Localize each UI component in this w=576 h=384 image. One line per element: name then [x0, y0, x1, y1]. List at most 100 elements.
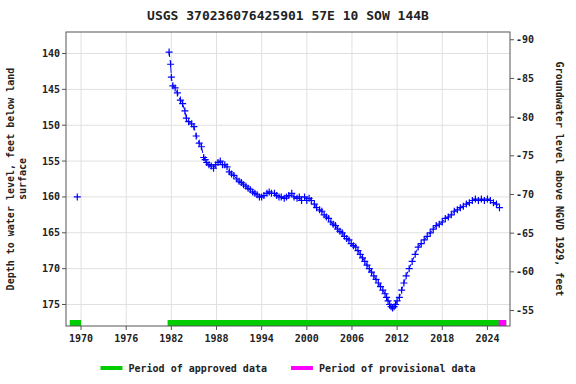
y2-axis-label: Groundwater level above NGVD 1929, feet	[554, 62, 565, 297]
legend-label: Period of provisional data	[319, 363, 476, 374]
data-point	[167, 61, 174, 68]
y2-tick	[510, 39, 514, 40]
y2-tick-label: -75	[516, 150, 534, 161]
x-tick	[306, 326, 307, 330]
grid-line-x	[351, 32, 352, 326]
x-tick-label: 2024	[475, 333, 499, 344]
x-tick-label: 1976	[114, 333, 138, 344]
y2-tick	[510, 310, 514, 311]
data-point	[190, 123, 197, 130]
data-point	[74, 193, 81, 200]
y-tick-label: 175	[42, 299, 60, 310]
data-point	[412, 251, 419, 258]
grid-line-x	[442, 32, 443, 326]
x-tick	[442, 326, 443, 330]
y-tick-label: 140	[42, 48, 60, 59]
y-tick-label: 160	[42, 191, 60, 202]
legend-item: Period of approved data	[100, 363, 266, 374]
x-tick	[487, 326, 488, 330]
y2-tick-label: -85	[516, 73, 534, 84]
y2-tick-label: -70	[516, 189, 534, 200]
background	[0, 0, 576, 384]
y2-tick	[510, 233, 514, 234]
data-point	[409, 258, 416, 265]
data-point	[174, 89, 181, 96]
title: USGS 370236076425901 57E 10 SOW 144B	[147, 8, 429, 23]
grid-line-x	[81, 32, 82, 326]
data-point	[398, 287, 405, 294]
grid-line-y	[66, 268, 510, 269]
y-tick-label: 170	[42, 263, 60, 274]
legend-swatch	[291, 366, 313, 370]
x-tick	[216, 326, 217, 330]
y2-tick	[510, 194, 514, 195]
y-tick	[62, 89, 66, 90]
data-point	[198, 143, 205, 150]
y-axis-label-line: Depth to water level, feet below land	[5, 68, 16, 291]
legend: Period of approved data Period of provisi…	[100, 363, 475, 374]
y-axis-label-line: surface	[17, 158, 28, 200]
y-tick-label: 145	[42, 84, 60, 95]
y-tick	[62, 232, 66, 233]
y-axis-label: Depth to water level, feet below landsur…	[5, 68, 28, 291]
legend-item: Period of provisional data	[291, 363, 476, 374]
y-tick	[62, 161, 66, 162]
data-point	[496, 204, 503, 211]
y2-tick-label: -90	[516, 34, 534, 45]
y2-tick-label: -80	[516, 112, 534, 123]
y2-tick	[510, 78, 514, 79]
y-tick-label: 155	[42, 156, 60, 167]
y2-tick-label: -60	[516, 266, 534, 277]
y2-tick	[510, 155, 514, 156]
x-tick-label: 1988	[204, 333, 228, 344]
data-point	[181, 107, 188, 114]
grid-line-y	[66, 304, 510, 305]
data-point	[179, 100, 186, 107]
y-tick	[62, 268, 66, 269]
data-point	[403, 272, 410, 279]
x-tick-label: 2018	[430, 333, 454, 344]
x-tick-label: 1982	[159, 333, 183, 344]
grid-line-y	[66, 125, 510, 126]
x-tick	[397, 326, 398, 330]
y-tick	[62, 304, 66, 305]
grid-line-y	[66, 161, 510, 162]
data-point	[193, 132, 200, 139]
y2-tick	[510, 117, 514, 118]
plot-frame	[66, 32, 510, 326]
chart: 1970197619821988199420002006201220182024…	[0, 0, 576, 384]
x-tick-label: 2000	[295, 333, 319, 344]
y2-tick	[510, 271, 514, 272]
data-point	[383, 294, 390, 301]
grid-line-y	[66, 53, 510, 54]
y-tick	[62, 125, 66, 126]
y-tick	[62, 53, 66, 54]
grid-line-x	[397, 32, 398, 326]
x-tick	[81, 326, 82, 330]
y-tick	[62, 196, 66, 197]
data-point	[392, 301, 399, 308]
grid-line-y	[66, 232, 510, 233]
legend-swatch	[100, 366, 122, 370]
period-bar	[168, 320, 507, 326]
plot-data	[70, 49, 506, 326]
x-tick	[261, 326, 262, 330]
data-point	[166, 49, 173, 56]
y2-tick-label: -55	[516, 305, 534, 316]
grid-line-x	[261, 32, 262, 326]
x-tick-label: 1970	[69, 333, 93, 344]
period-bar	[499, 320, 507, 326]
grid-line-x	[487, 32, 488, 326]
grid	[66, 32, 510, 326]
data-point	[382, 290, 389, 297]
period-bar	[70, 320, 81, 326]
grid-line-y	[66, 89, 510, 90]
x-tick	[171, 326, 172, 330]
y2-tick-label: -65	[516, 228, 534, 239]
data-point	[406, 265, 413, 272]
data-point	[168, 74, 175, 81]
y-tick-label: 150	[42, 120, 60, 131]
grid-line-x	[216, 32, 217, 326]
x-tick-label: 2012	[385, 333, 409, 344]
data-point	[400, 279, 407, 286]
